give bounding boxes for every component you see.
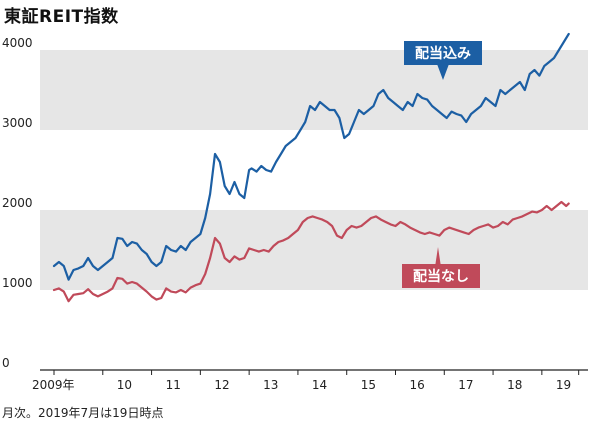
x-tick-label: 2009年 bbox=[32, 378, 75, 392]
x-tick-label: 11 bbox=[166, 378, 181, 392]
series-line-without-dividends bbox=[52, 200, 570, 303]
chart-footnote: 月次。2019年7月は19日時点 bbox=[2, 406, 164, 420]
y-tick-label: 4000 bbox=[2, 36, 33, 50]
x-tick-label: 16 bbox=[409, 378, 424, 392]
svg-text:配当込み: 配当込み bbox=[415, 45, 471, 62]
chart-title: 東証REIT指数 bbox=[4, 7, 119, 27]
series-line-with-dividends bbox=[52, 32, 570, 281]
x-tick-label: 14 bbox=[312, 378, 327, 392]
y-tick-label: 2000 bbox=[2, 196, 33, 210]
grid-band-0 bbox=[40, 210, 588, 290]
x-tick-label: 18 bbox=[507, 378, 522, 392]
svg-text:配当なし: 配当なし bbox=[413, 268, 469, 285]
label-without-dividends: 配当なし bbox=[402, 247, 480, 288]
x-tick-label: 19 bbox=[556, 378, 571, 392]
grid-band-1 bbox=[40, 50, 588, 130]
x-tick-label: 13 bbox=[263, 378, 278, 392]
x-tick-label: 12 bbox=[214, 378, 229, 392]
y-tick-label: 0 bbox=[2, 356, 10, 370]
y-tick-label: 3000 bbox=[2, 116, 33, 130]
x-tick-label: 17 bbox=[458, 378, 473, 392]
label-with-dividends: 配当込み bbox=[404, 41, 482, 80]
y-tick-label: 1000 bbox=[2, 276, 33, 290]
x-tick-label: 10 bbox=[117, 378, 132, 392]
x-tick-label: 15 bbox=[361, 378, 376, 392]
